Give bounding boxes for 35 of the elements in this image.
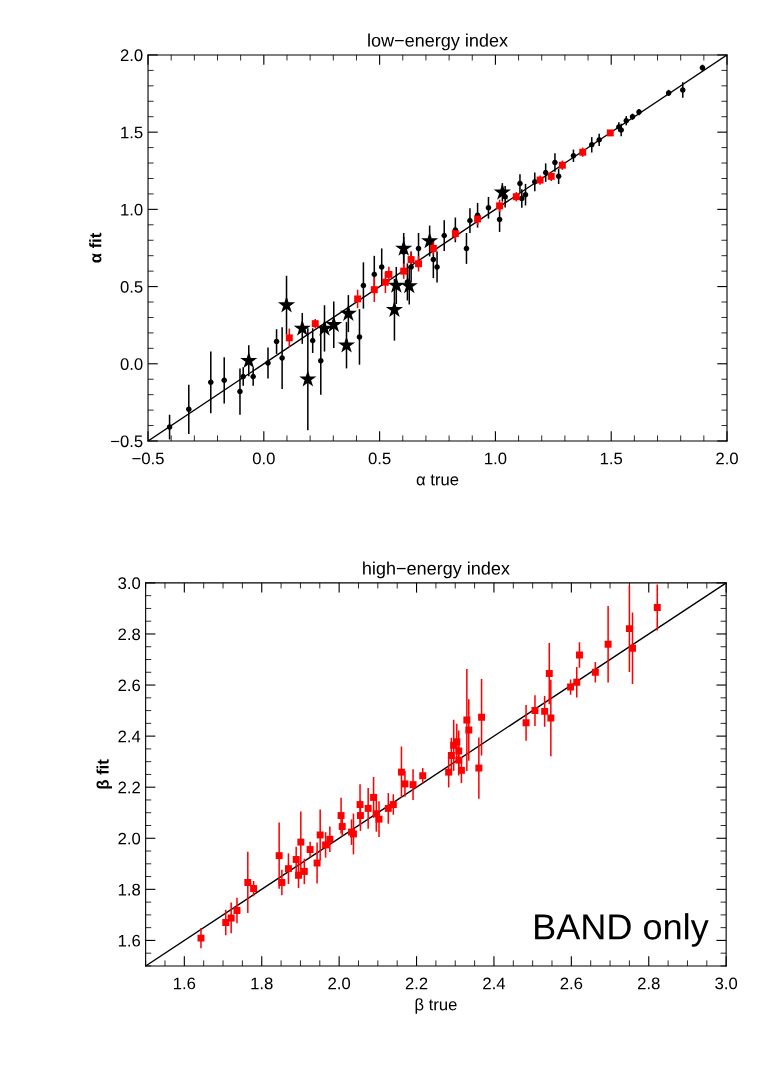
y-tick-label: 2.0 [120,49,143,62]
y-tick-label: 2.0 [118,832,141,845]
y-tick-label: 0.0 [120,358,143,370]
x-tick-label: 2.4 [483,977,506,990]
x-axis-title: α true [416,474,459,486]
x-tick-label: −0.5 [132,452,164,465]
x-tick-label: 1.8 [251,977,273,990]
y-tick-label: −0.5 [111,435,143,448]
y-tick-label: 2.8 [118,628,141,641]
x-tick-label: 1.6 [174,977,196,990]
y-tick-label: 3.0 [118,577,141,590]
y-tick-label: 1.0 [121,203,143,216]
x-tick-label: 3.0 [715,977,738,990]
y-tick-label: 2.2 [118,781,140,794]
annotation: BAND only [535,913,709,947]
y-axis-title: α fit [89,232,102,263]
x-tick-label: 2.0 [716,452,738,465]
y-tick-label: 1.6 [118,934,141,947]
x-axis-title: β true [415,998,457,1014]
x-tick-label: 1.0 [485,452,507,465]
y-tick-label: 2.4 [118,730,141,743]
x-tick-label: 1.5 [600,452,623,465]
x-tick-label: 2.0 [328,977,351,990]
chart-title: high−energy index [363,561,510,579]
y-tick-label: 1.8 [118,883,141,896]
x-tick-label: 2.2 [405,977,428,990]
x-tick-label: 0.0 [252,452,275,465]
y-tick-label: 0.5 [120,280,143,293]
y-axis-title: β fit [96,759,113,789]
x-tick-label: 2.6 [560,977,583,990]
x-tick-label: 2.8 [638,977,660,990]
y-tick-label: 2.6 [118,679,141,692]
y-tick-label: 1.5 [121,126,143,139]
x-tick-label: 0.5 [368,452,391,465]
chart-title: low−energy index [368,33,508,51]
